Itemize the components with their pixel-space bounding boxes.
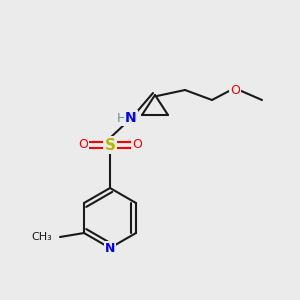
Text: O: O (132, 139, 142, 152)
Text: S: S (104, 137, 116, 152)
Text: H: H (116, 112, 126, 124)
Text: CH₃: CH₃ (31, 232, 52, 242)
Text: N: N (125, 111, 137, 125)
Text: N: N (105, 242, 115, 254)
Text: O: O (78, 139, 88, 152)
Text: O: O (230, 83, 240, 97)
